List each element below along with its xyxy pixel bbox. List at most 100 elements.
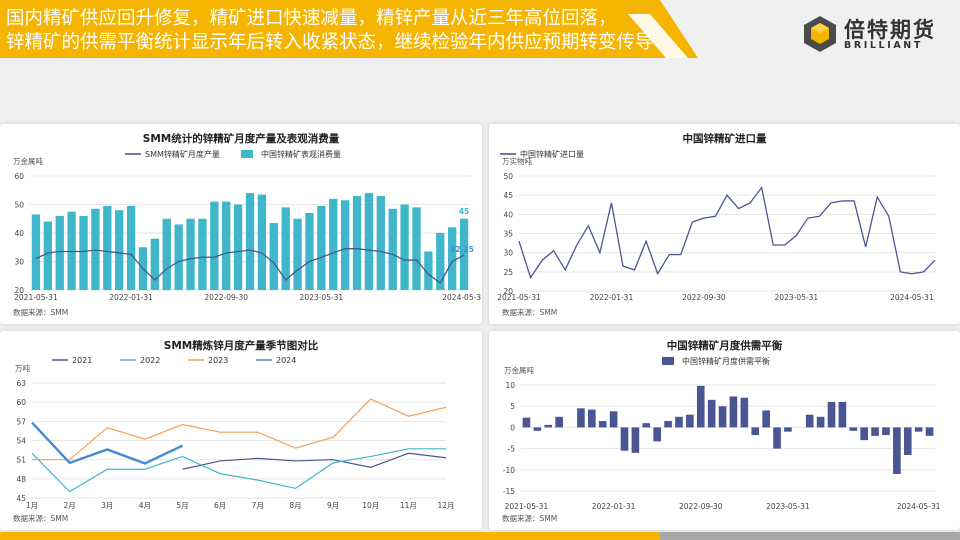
bar — [293, 218, 302, 290]
y-tick-label: 35 — [503, 230, 513, 239]
bar — [317, 205, 326, 290]
company-logo: 倍特期货 BRILLIANT — [800, 14, 940, 54]
y-axis-label: 万金属吨 — [13, 156, 43, 166]
bar — [871, 427, 879, 436]
x-tick-label: 10月 — [362, 501, 379, 510]
y-tick-label: 54 — [16, 437, 26, 446]
bar — [664, 421, 672, 428]
bar — [233, 204, 243, 290]
bar — [459, 218, 469, 290]
bar — [849, 427, 858, 431]
bar — [281, 207, 290, 290]
bar — [827, 401, 836, 428]
x-tick-label: 2月 — [63, 501, 75, 510]
bar — [67, 211, 76, 290]
bar — [126, 205, 136, 290]
x-tick-label: 2021-05-31 — [505, 502, 549, 511]
y-axis-label: 万金属吨 — [504, 365, 534, 375]
bar — [198, 218, 207, 290]
y-tick-label: 51 — [16, 456, 26, 465]
x-tick-label: 2022-09-30 — [682, 293, 726, 302]
y-tick-label: 40 — [503, 210, 513, 219]
legend-label: 中国锌精矿月度供需平衡 — [682, 356, 770, 366]
source-note: 数据来源：SMM — [502, 307, 557, 317]
y-tick-label: 10 — [505, 381, 515, 390]
legend-label: 2023 — [208, 356, 228, 365]
bar — [162, 218, 171, 290]
headline-text: 国内精矿供应回升修复，精矿进口快速减量，精锌产量从近三年高位回落， 锌精矿的供需… — [6, 7, 686, 55]
chart-panel-concentrate-import: 中国锌精矿进口量 万实物吨 20 25 30 35 40 45 50 数据来源：SMM 中国锌精矿进… — [489, 124, 960, 324]
x-tick-label: 2021-05-31 — [497, 293, 541, 302]
x-tick-label: 2023-05-31 — [766, 502, 810, 511]
chart-panel-supply-demand-balance: 中国锌精矿月度供需平衡 万金属吨 -15 -10 -5 0 5 10 数据来源：SMM 中国锌精矿… — [489, 331, 960, 530]
bar — [436, 233, 445, 290]
bar — [412, 207, 421, 290]
y-tick-label: 30 — [14, 258, 24, 267]
legend-swatch — [662, 357, 674, 365]
x-tick-label: 1月 — [26, 501, 38, 510]
banner-fill — [0, 0, 698, 58]
data-label: 32.25 — [450, 245, 474, 254]
x-tick-label: 2022-01-31 — [592, 502, 636, 511]
logo-hexagon-icon — [804, 16, 836, 52]
y-tick-label: 60 — [16, 398, 26, 407]
bar — [522, 417, 531, 428]
x-tick-label: 6月 — [214, 501, 226, 510]
bar — [245, 193, 255, 290]
y-tick-label: 50 — [503, 172, 513, 181]
bar — [352, 195, 362, 290]
series-line — [518, 185, 936, 280]
y-tick-label: -15 — [503, 487, 515, 496]
source-note: 数据来源：SMM — [502, 513, 557, 523]
y-tick-label: -5 — [508, 445, 516, 454]
y-axis-label: 万吨 — [15, 363, 30, 373]
bar — [555, 416, 563, 428]
bar — [305, 213, 314, 290]
y-tick-label: 20 — [14, 286, 24, 295]
y-tick-label: 0 — [510, 423, 515, 432]
headline-banner: 国内精矿供应回升修复，精矿进口快速减量，精锌产量从近三年高位回落， 锌精矿的供需… — [0, 0, 700, 62]
source-note: 数据来源：SMM — [13, 513, 68, 523]
y-tick-label: 48 — [16, 475, 26, 484]
legend-label: 中国锌精矿表观消费量 — [261, 149, 341, 159]
bar — [79, 215, 88, 290]
bar — [696, 385, 705, 428]
y-tick-label: 57 — [16, 417, 26, 426]
y-tick-label: 25 — [503, 268, 513, 277]
y-axis-label: 万实物吨 — [502, 156, 532, 166]
banner-background — [0, 0, 698, 58]
series-line — [32, 398, 447, 461]
bar — [174, 224, 183, 290]
bar — [55, 215, 64, 290]
bar — [914, 427, 923, 432]
x-tick-label: 2022-01-31 — [590, 293, 634, 302]
y-tick-label: 20 — [503, 287, 513, 296]
y-tick-label: 5 — [510, 402, 515, 411]
bar — [388, 208, 397, 290]
bar — [729, 396, 738, 428]
bar — [186, 218, 195, 290]
bar — [31, 214, 41, 290]
bar — [588, 409, 596, 428]
legend-label: 2022 — [140, 356, 160, 365]
y-tick-label: 50 — [14, 201, 24, 210]
bar — [424, 251, 433, 290]
bar — [598, 421, 607, 428]
bar — [707, 399, 716, 428]
y-tick-label: 60 — [14, 172, 24, 181]
y-tick-label: 45 — [503, 191, 513, 200]
bar — [740, 397, 749, 428]
bar — [609, 411, 618, 428]
bar — [448, 227, 457, 290]
x-tick-label: 2024-05-31 — [897, 502, 941, 511]
bar — [838, 401, 847, 428]
legend-label: SMM锌精矿月度产量 — [145, 149, 220, 159]
x-tick-label: 2023-05-31 — [775, 293, 819, 302]
bar — [860, 427, 868, 441]
bar — [686, 414, 694, 428]
bar — [376, 195, 385, 290]
bar — [329, 198, 338, 290]
